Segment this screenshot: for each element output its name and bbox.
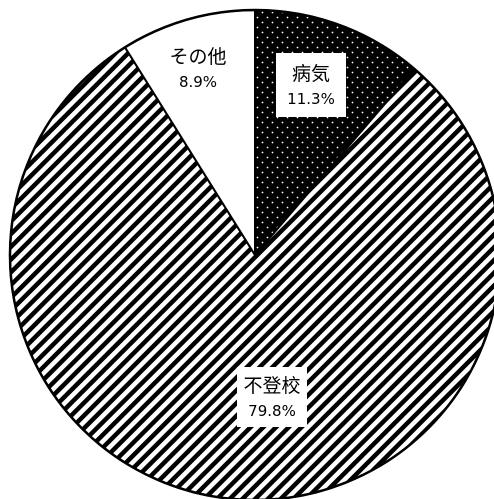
slice-percent-label: 79.8%: [248, 402, 296, 420]
slice-category-label: 不登校: [243, 375, 300, 397]
slice-label-box: [237, 367, 307, 427]
slice-category-label: 病気: [292, 63, 330, 85]
slice-label-2: 不登校 79.8%: [237, 367, 307, 427]
slice-label-1: 病気 11.3%: [276, 53, 346, 117]
slice-label-box: [276, 53, 346, 117]
slice-label-3: その他 8.9%: [163, 37, 233, 99]
slice-category-label: その他: [169, 46, 226, 68]
slice-label-box: [163, 37, 233, 99]
pie-outline: [8, 8, 494, 499]
slice-percent-label: 8.9%: [179, 73, 217, 91]
slice-percent-label: 11.3%: [287, 90, 335, 108]
